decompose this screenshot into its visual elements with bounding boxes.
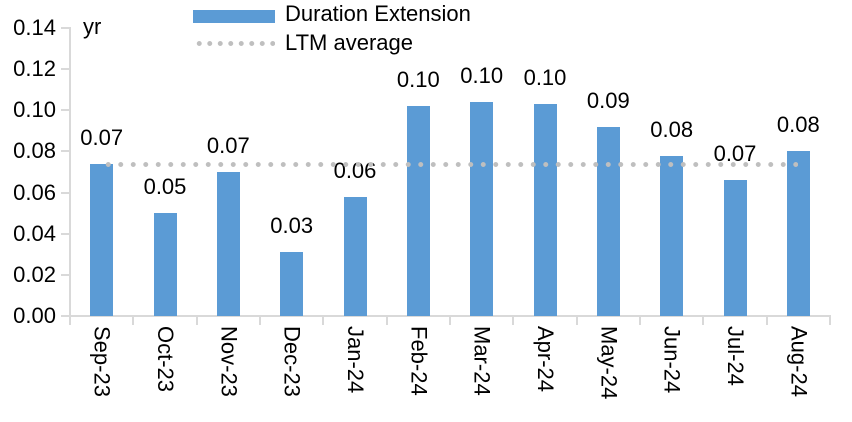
ltm-average-line — [101, 161, 799, 167]
x-axis-tick — [575, 316, 578, 325]
x-axis-tick — [829, 316, 831, 325]
y-axis-label: 0.06 — [13, 179, 56, 205]
bar-data-label: 0.10 — [523, 65, 567, 91]
bar-data-label: 0.08 — [650, 116, 694, 142]
bar — [216, 172, 240, 316]
x-axis-tick — [512, 316, 515, 325]
x-axis-label: Oct-23 — [153, 326, 178, 393]
x-axis-label: Jul-24 — [723, 326, 748, 386]
bar — [280, 252, 304, 316]
x-axis-tick — [132, 316, 135, 325]
y-axis-label: 0.02 — [13, 261, 56, 287]
y-axis-line — [69, 27, 71, 317]
y-axis-tick — [61, 68, 70, 71]
bar-data-label: 0.10 — [396, 67, 440, 93]
x-axis-label: Jun-24 — [659, 326, 685, 394]
y-axis-label: 0.10 — [13, 97, 56, 123]
y-axis-tick — [61, 191, 70, 194]
y-axis-label: 0.00 — [13, 303, 56, 328]
x-axis-label: Mar-24 — [469, 326, 495, 396]
x-axis-label: Apr-24 — [533, 326, 558, 393]
x-axis-tick — [259, 316, 261, 325]
x-axis-label: May-24 — [596, 326, 622, 400]
y-axis-label: 0.08 — [13, 138, 56, 164]
bar-data-label: 0.07 — [80, 124, 124, 150]
bar — [343, 196, 367, 316]
legend-bar-swatch-icon — [193, 10, 275, 23]
y-axis-label: 0.14 — [13, 15, 56, 40]
y-axis-label: 0.04 — [13, 220, 56, 246]
legend-line-label: LTM average — [285, 30, 413, 55]
bar-data-label: 0.05 — [143, 174, 187, 200]
x-axis-label: Jan-24 — [343, 326, 368, 394]
bar — [90, 163, 114, 316]
y-axis-tick — [61, 273, 70, 276]
y-axis-tick — [61, 232, 70, 235]
x-axis-label: Feb-24 — [406, 326, 432, 396]
legend-dotted-line-swatch-icon — [194, 41, 275, 46]
y-axis-tick — [61, 109, 70, 112]
x-axis-tick — [449, 316, 451, 325]
bar-data-label: 0.10 — [460, 63, 504, 89]
x-axis-tick — [385, 316, 388, 325]
x-axis-tick — [69, 316, 71, 325]
x-axis-label: Dec-23 — [279, 326, 305, 397]
x-axis-tick — [195, 316, 198, 325]
x-axis-label: Aug-24 — [786, 326, 812, 397]
bar-data-label: 0.06 — [333, 157, 377, 183]
y-axis-unit-label: yr — [83, 14, 102, 39]
x-axis-label: Sep-23 — [89, 326, 115, 397]
bar — [660, 155, 684, 316]
y-axis-tick — [61, 150, 70, 153]
bar — [406, 106, 430, 316]
y-axis-label: 0.12 — [13, 56, 56, 82]
bar — [470, 102, 494, 316]
x-axis-tick — [765, 316, 768, 325]
bar-data-label: 0.08 — [776, 112, 820, 138]
x-axis-label: Nov-23 — [216, 326, 242, 397]
y-axis-tick — [61, 315, 70, 317]
x-axis-tick — [322, 316, 325, 325]
bar-data-label: 0.03 — [270, 213, 314, 239]
bar — [533, 104, 557, 316]
bar — [596, 126, 620, 316]
y-axis-tick — [61, 27, 70, 29]
bar-data-label: 0.09 — [586, 87, 630, 113]
bar — [153, 213, 177, 316]
bar — [723, 180, 747, 316]
x-axis-tick — [639, 316, 641, 325]
legend-bar-label: Duration Extension — [285, 1, 471, 26]
bar — [786, 151, 810, 316]
x-axis-tick — [702, 316, 705, 325]
bar-data-label: 0.07 — [206, 133, 250, 158]
